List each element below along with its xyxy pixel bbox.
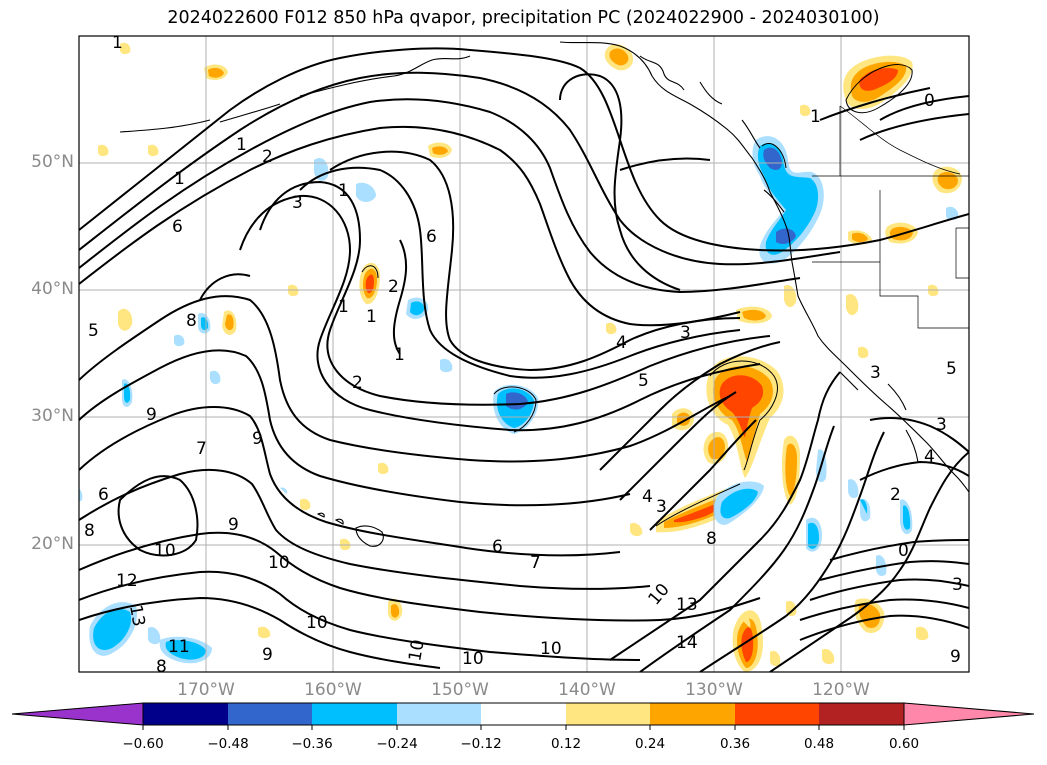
colorbar-tick-label: 0.12 — [550, 736, 582, 752]
lat-label-40n: 40°N — [31, 279, 74, 299]
contour-label: 1 — [394, 345, 405, 365]
lon-label-130w: 130°W — [685, 680, 743, 700]
contour-label: 3 — [936, 415, 947, 435]
lat-label-30n: 30°N — [31, 406, 74, 426]
contour-label: 1 — [366, 307, 377, 327]
contour-label: 6 — [426, 227, 437, 247]
precip-positive-anomalies — [98, 42, 962, 672]
contour-label: 4 — [642, 487, 653, 507]
contour-label: 8 — [156, 657, 167, 677]
colorbar-segment — [143, 703, 228, 725]
political-borders — [812, 105, 969, 329]
coastlines — [119, 41, 969, 547]
contour-label: 10 — [405, 638, 428, 663]
contour-label: 3 — [952, 575, 963, 595]
colorbar-segment — [481, 703, 566, 725]
contour-label: 2 — [262, 147, 273, 167]
contour-label: 0 — [898, 541, 909, 561]
colorbar-tick-label: −0.60 — [122, 736, 164, 752]
colorbar-extend-low — [11, 702, 144, 726]
contour-label: 1 — [112, 33, 123, 53]
contour-label: 6 — [172, 217, 183, 237]
contour-label: 11 — [168, 637, 190, 657]
plot-area — [79, 36, 969, 672]
contour-label: 1 — [810, 107, 821, 127]
colorbar-segment — [312, 703, 397, 725]
contour-label: 5 — [946, 359, 957, 379]
colorbar-segment — [735, 703, 819, 725]
plot-frame — [78, 35, 970, 673]
graticule — [79, 36, 969, 672]
lon-label-120w: 120°W — [812, 680, 870, 700]
qvapor-contours — [79, 47, 969, 672]
contour-label: 9 — [950, 647, 961, 667]
contour-label: 0 — [924, 91, 935, 111]
lat-label-20n: 20°N — [31, 534, 74, 554]
colorbar-tick-label: −0.48 — [207, 736, 249, 752]
contour-label: 1 — [236, 135, 247, 155]
contour-label: 13 — [125, 603, 148, 628]
lon-label-160w: 160°W — [304, 680, 362, 700]
lon-label-170w: 170°W — [177, 680, 235, 700]
contour-label: 8 — [84, 521, 95, 541]
colorbar-segment — [228, 703, 312, 725]
contour-label: 10 — [268, 553, 290, 573]
colorbar-segment — [819, 703, 904, 725]
contour-label: 1 — [174, 169, 185, 189]
qvapor-thin-contours — [361, 64, 913, 527]
colorbar-segment — [566, 703, 650, 725]
contour-label: 1 — [338, 181, 349, 201]
contour-label: 1 — [338, 297, 349, 317]
contour-label: 8 — [706, 529, 717, 549]
contour-label: 5 — [88, 321, 99, 341]
contour-label: 3 — [292, 193, 303, 213]
contour-label: 3 — [870, 363, 881, 383]
colorbar-tick-label: −0.24 — [376, 736, 418, 752]
map-title: 2024022600 F012 850 hPa qvapor, precipit… — [167, 8, 880, 28]
colorbar-extend-high — [903, 702, 1035, 726]
contour-label: 9 — [228, 515, 239, 535]
colorbar-tick-label: 0.36 — [719, 736, 751, 752]
contour-label: 12 — [116, 571, 138, 591]
colorbar — [11, 702, 1035, 730]
colorbar-tick-label: −0.12 — [460, 736, 502, 752]
contour-label: 4 — [924, 447, 935, 467]
colorbar-segment — [650, 703, 735, 725]
contour-label: 7 — [196, 439, 207, 459]
contour-label: 10 — [540, 639, 562, 659]
precip-negative-anomalies — [79, 136, 959, 664]
contour-label: 9 — [146, 405, 157, 425]
contour-label: 2 — [352, 373, 363, 393]
lat-label-50n: 50°N — [31, 152, 74, 172]
contour-label: 6 — [98, 485, 109, 505]
colorbar-tick-label: −0.36 — [291, 736, 333, 752]
contour-label: 8 — [186, 311, 197, 331]
contour-label: 2 — [890, 485, 901, 505]
contour-label: 3 — [680, 323, 691, 343]
contour-label: 3 — [656, 497, 667, 517]
colorbar-segment — [397, 703, 481, 725]
contour-label: 10 — [306, 613, 328, 633]
colorbar-tick-label: 0.60 — [888, 736, 920, 752]
contour-label: 4 — [616, 333, 627, 353]
lon-label-150w: 150°W — [431, 680, 489, 700]
contour-label: 5 — [638, 371, 649, 391]
colorbar-frame — [142, 702, 905, 726]
contour-label: 7 — [530, 553, 541, 573]
contour-label: 10 — [154, 541, 176, 561]
contour-label: 2 — [388, 277, 399, 297]
contour-label: 9 — [262, 645, 273, 665]
contour-label: 14 — [676, 633, 698, 653]
colorbar-tick-label: 0.24 — [634, 736, 666, 752]
lon-label-140w: 140°W — [558, 680, 616, 700]
contour-label: 10 — [462, 649, 484, 669]
colorbar-tick-label: 0.48 — [803, 736, 835, 752]
contour-label: 9 — [252, 429, 263, 449]
contour-label: 13 — [676, 595, 698, 615]
contour-label: 6 — [492, 537, 503, 557]
